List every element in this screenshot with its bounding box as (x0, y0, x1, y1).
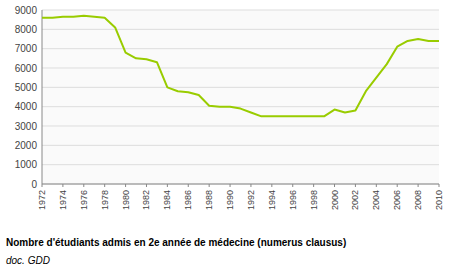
y-tick-label: 0 (31, 179, 37, 190)
grid-line (42, 145, 439, 146)
x-tick-label: 1978 (100, 190, 110, 210)
x-tick-label: 1990 (225, 190, 235, 210)
plot-area (42, 10, 439, 184)
subtitle: doc. GDD (6, 255, 50, 266)
x-tick-label: 2006 (392, 190, 402, 210)
grid-line (42, 164, 439, 165)
x-tick-label: 2002 (350, 190, 360, 210)
x-tick-label: 2000 (330, 190, 340, 210)
x-tick-label: 1996 (288, 190, 298, 210)
y-tick-label: 8000 (15, 24, 38, 35)
chart: 0 1000 2000 3000 4000 5000 6000 7000 8000 9000 197… (0, 0, 451, 276)
x-axis: 1972 1974 1976 1978 1980 1982 1984 1986 1988 1990… (37, 184, 444, 210)
x-tick-label: 1994 (267, 190, 277, 210)
x-tick-label: 1988 (204, 190, 214, 210)
y-tick-label: 1000 (15, 159, 38, 170)
grid-line (42, 10, 439, 11)
grid-line (42, 29, 439, 30)
grid-line (42, 48, 439, 49)
x-tick-label: 2010 (434, 190, 444, 210)
y-tick-label: 2000 (15, 140, 38, 151)
x-tick-label: 1986 (183, 190, 193, 210)
line (42, 16, 439, 117)
y-tick-label: 3000 (15, 121, 38, 132)
y-axis-line (42, 10, 43, 184)
x-tick-label: 1982 (141, 190, 151, 210)
title: Nombre d'étudiants admis en 2e année de … (6, 237, 346, 248)
y-tick-label: 5000 (15, 82, 38, 93)
grid-line (42, 68, 439, 69)
x-tick-label: 1976 (79, 190, 89, 210)
x-tick-label: 2008 (413, 190, 423, 210)
y-tick-label: 7000 (15, 43, 38, 54)
grid-line (42, 87, 439, 88)
x-tick-label: 2004 (371, 190, 381, 210)
x-tick-label: 1984 (162, 190, 172, 210)
x-tick-label: 1972 (37, 190, 47, 210)
grid-line (42, 184, 439, 185)
grid-line (42, 126, 439, 127)
grid-line (42, 106, 439, 107)
x-tick-label: 1980 (121, 190, 131, 210)
x-tick-label: 1974 (58, 190, 68, 210)
x-axis-line (42, 184, 439, 185)
series (42, 16, 439, 117)
x-tick-label: 1998 (309, 190, 319, 210)
y-axis: 0 1000 2000 3000 4000 5000 6000 7000 8000 9000 (15, 5, 439, 190)
y-tick-label: 9000 (15, 5, 38, 16)
y-tick-label: 4000 (15, 101, 38, 112)
x-tick-label: 1992 (246, 190, 256, 210)
y-tick-label: 6000 (15, 63, 38, 74)
